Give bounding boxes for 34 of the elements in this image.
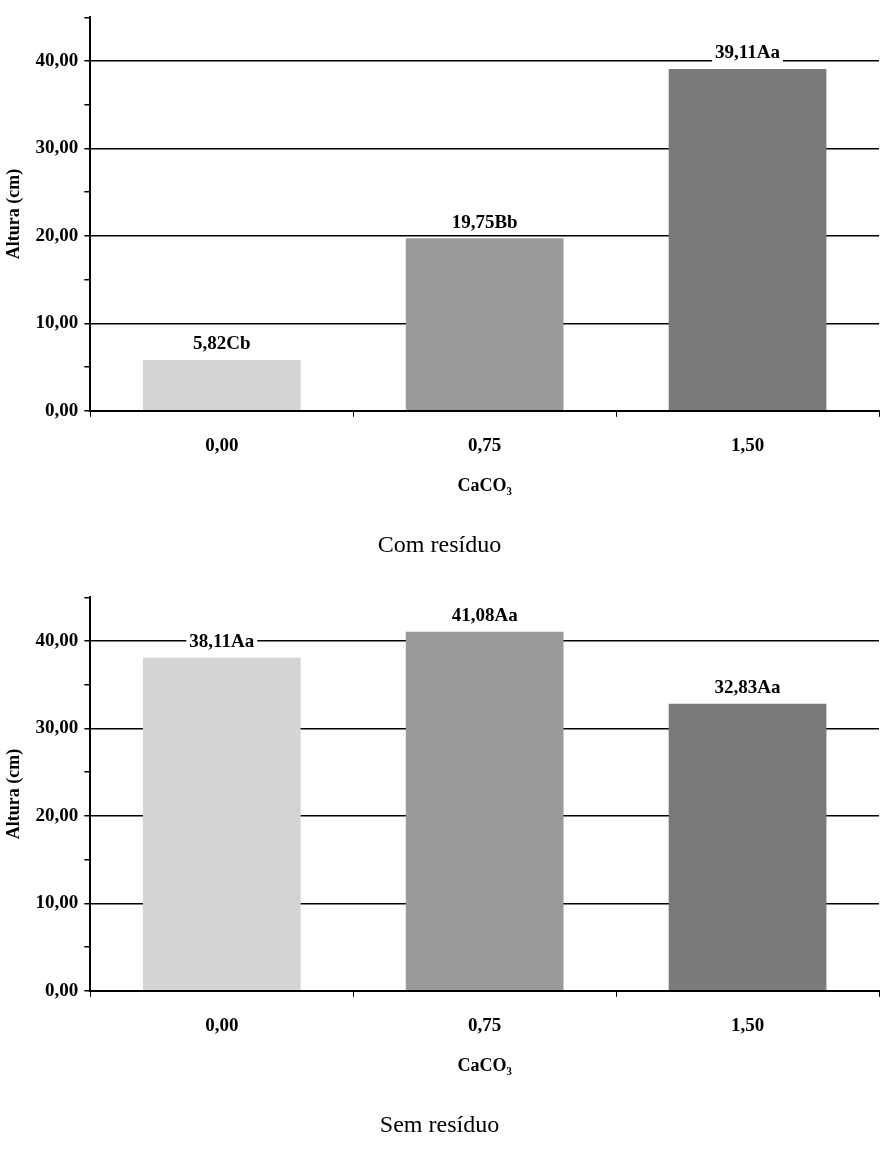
y-axis-title: Altura (cm): [3, 748, 25, 840]
y-tick-label: 30,00: [35, 136, 79, 158]
y-tick-label: 0,00: [45, 978, 79, 1000]
data-label: 19,75Bb: [451, 210, 518, 232]
y-tick-label: 10,00: [35, 891, 79, 913]
x-tick-label: 0,75: [468, 1014, 502, 1036]
data-label: 38,11Aa: [189, 630, 255, 652]
x-axis-title: CaCO₃: [457, 1055, 513, 1076]
y-tick-label: 20,00: [35, 223, 79, 245]
bar: [405, 238, 564, 411]
x-tick-label: 1,50: [730, 434, 765, 456]
bar: [142, 359, 301, 411]
text: Com resíduo: [377, 530, 502, 557]
y-tick-label: 0,00: [45, 398, 79, 420]
bar: [668, 703, 827, 991]
data-label: 41,08Aa: [451, 604, 519, 626]
y-tick-label: 20,00: [35, 803, 79, 825]
y-tick-label: 40,00: [35, 629, 79, 651]
x-tick-label: 0,00: [205, 434, 239, 456]
data-label: 39,11Aa: [715, 41, 781, 63]
data-label: 5,82Cb: [193, 332, 251, 354]
bar: [405, 631, 564, 991]
y-axis-title: Altura (cm): [3, 168, 25, 260]
x-tick-label: 0,00: [205, 1014, 239, 1036]
x-tick-label: 1,50: [730, 1014, 765, 1036]
data-label: 32,83Aa: [714, 676, 782, 698]
y-tick-label: 30,00: [35, 716, 79, 738]
bar: [142, 657, 301, 991]
x-axis-title: CaCO₃: [457, 475, 513, 496]
y-tick-label: 10,00: [35, 311, 79, 333]
text: Sem resíduo: [379, 1110, 500, 1137]
y-tick-label: 40,00: [35, 49, 79, 71]
bar: [668, 68, 827, 411]
x-tick-label: 0,75: [468, 434, 502, 456]
